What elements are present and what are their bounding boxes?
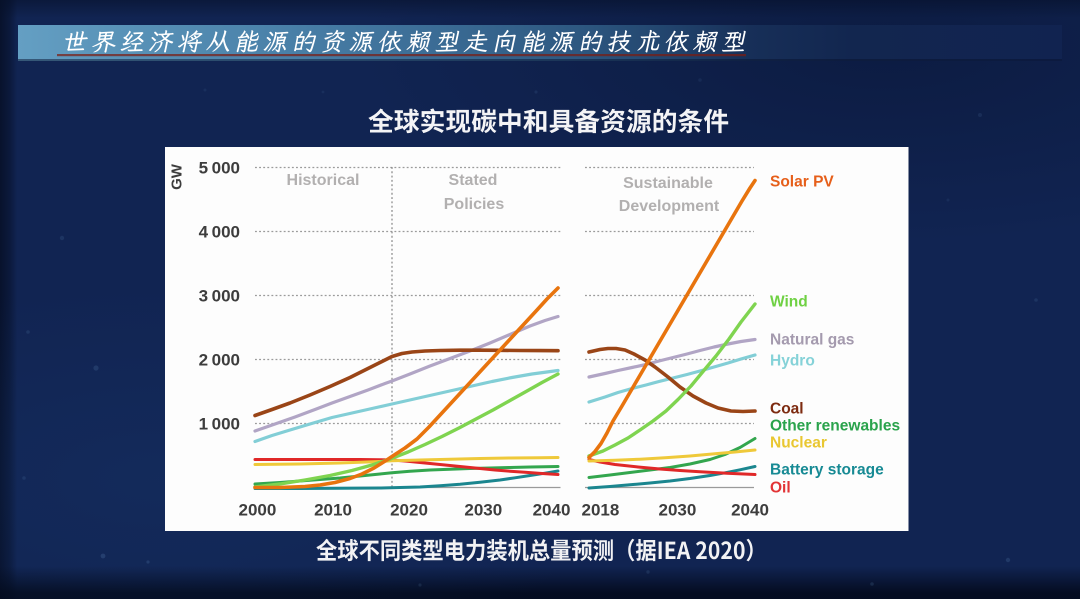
svg-text:2030: 2030 — [464, 501, 502, 520]
svg-text:Policies: Policies — [444, 196, 505, 213]
svg-text:Coal: Coal — [770, 401, 804, 418]
svg-text:Battery storage: Battery storage — [770, 462, 884, 479]
svg-text:Wind: Wind — [770, 294, 808, 311]
svg-text:2020: 2020 — [390, 501, 428, 520]
svg-text:Other renewables: Other renewables — [770, 418, 900, 435]
svg-text:2030: 2030 — [658, 501, 696, 520]
svg-text:Natural gas: Natural gas — [770, 332, 854, 349]
svg-text:Hydro: Hydro — [770, 353, 815, 370]
svg-text:2010: 2010 — [314, 501, 352, 520]
svg-text:GW: GW — [169, 163, 186, 190]
svg-text:2040: 2040 — [533, 501, 571, 520]
svg-text:3 000: 3 000 — [199, 287, 240, 306]
svg-text:2040: 2040 — [731, 501, 769, 520]
svg-text:2 000: 2 000 — [199, 351, 240, 370]
svg-text:Nuclear: Nuclear — [770, 435, 827, 452]
svg-text:Solar PV: Solar PV — [770, 174, 834, 191]
svg-text:5 000: 5 000 — [199, 159, 240, 178]
svg-text:Oil: Oil — [770, 480, 791, 497]
svg-text:2018: 2018 — [581, 501, 619, 520]
svg-text:Sustainable: Sustainable — [623, 175, 713, 192]
svg-text:1 000: 1 000 — [199, 415, 240, 434]
svg-text:4 000: 4 000 — [199, 223, 240, 242]
svg-text:2000: 2000 — [238, 501, 276, 520]
svg-text:Historical: Historical — [287, 172, 360, 189]
svg-text:Development: Development — [619, 198, 720, 215]
svg-text:Stated: Stated — [449, 172, 498, 189]
